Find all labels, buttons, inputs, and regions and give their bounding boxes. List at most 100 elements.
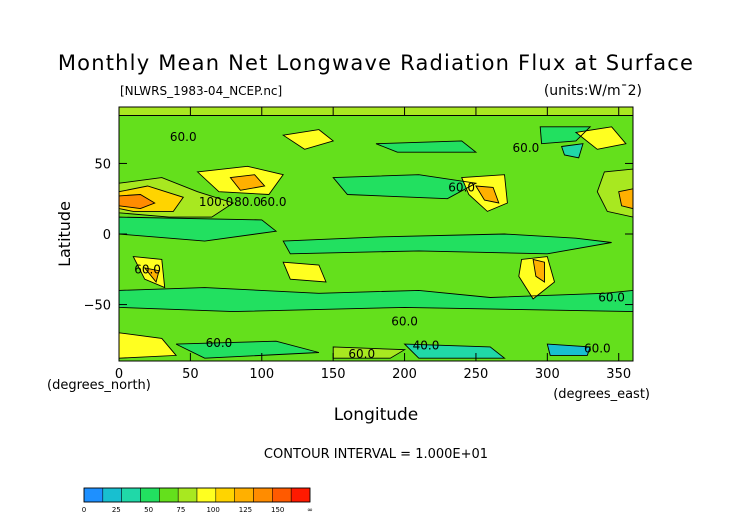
contour-line: [403, 343, 506, 359]
contour-line: [546, 343, 591, 356]
colorbar-label: 125: [239, 506, 252, 514]
colorbar-swatch: [196, 487, 217, 503]
contour-label: 60.0: [598, 291, 625, 305]
field-region: [376, 140, 476, 153]
colorbar-swatch: [253, 487, 273, 503]
field-region: [575, 126, 626, 150]
field-region: [144, 267, 159, 282]
field-region: [533, 259, 545, 282]
contour-line: [119, 216, 278, 242]
contour-line: [461, 174, 508, 212]
contour-label: 60.0: [513, 141, 540, 155]
y-tick-label: −50: [84, 299, 111, 314]
contour-line: [518, 256, 556, 300]
y-tick-label: 0: [103, 228, 111, 243]
colorbar: 0 25 50 75 100 125 150 ∞: [82, 487, 313, 514]
x-axis-label: Longitude: [334, 405, 419, 425]
field-region: [561, 143, 583, 158]
chart-subtitle: [NLWRS_1983-04_NCEP.nc]: [120, 84, 282, 98]
contour-line: [596, 168, 633, 218]
contour-line: [281, 129, 335, 150]
contour-line: [119, 194, 156, 210]
field-region: [119, 332, 177, 359]
contour-label: 60.0: [448, 181, 475, 195]
contour-line: [119, 287, 633, 313]
colorbar-swatch: [159, 487, 179, 503]
x-tick-label: 0: [115, 367, 123, 382]
contour-line: [175, 340, 320, 359]
x-tick-label: 50: [182, 367, 199, 382]
colorbar-swatch: [121, 487, 141, 503]
contour-line: [475, 185, 500, 204]
contour-label: 60.0: [584, 342, 611, 356]
contour-label: 80.0: [234, 195, 261, 209]
contour-line: [132, 256, 166, 289]
field-region: [618, 188, 633, 209]
contour-line: [282, 233, 612, 255]
y-tick-label: 50: [94, 157, 111, 172]
contour-label: 60.0: [260, 195, 287, 209]
y-axis-ticks: 50 0 −50: [84, 157, 633, 314]
contour-line: [375, 140, 478, 153]
field-region: [119, 217, 277, 242]
field-region: [230, 174, 265, 191]
field-region: [547, 344, 591, 356]
contour-interval-label: CONTOUR INTERVAL = 1.000E+01: [264, 447, 488, 462]
field-region: [119, 287, 633, 312]
field-region: [333, 346, 405, 359]
contour-label: 100.0: [199, 195, 233, 209]
field-regions: [119, 107, 633, 361]
contour-line: [560, 143, 584, 159]
colorbar-label: 50: [144, 506, 153, 514]
contour-label: 60.0: [170, 130, 197, 144]
colorbar-label: 0: [82, 506, 86, 514]
contour-lines: [119, 107, 633, 361]
contour-line: [143, 267, 160, 283]
colorbar-label: 100: [206, 506, 219, 514]
contour-line: [332, 174, 478, 200]
chart-title: Monthly Mean Net Longwave Radiation Flux…: [58, 51, 694, 75]
x-tick-label: 350: [606, 367, 631, 382]
field-region: [283, 234, 612, 254]
colorbar-label: 75: [176, 506, 185, 514]
contour-line: [119, 177, 235, 218]
field-region: [540, 126, 591, 144]
contour-line: [119, 185, 185, 212]
contour-line: [196, 165, 284, 195]
y-axis-label: Latitude: [55, 201, 74, 267]
field-region: [475, 186, 499, 203]
colorbar-swatch: [102, 487, 122, 503]
contour-label: 60.0: [348, 347, 375, 361]
x-tick-label: 200: [392, 367, 417, 382]
field-region: [404, 344, 505, 359]
colorbar-swatch: [234, 487, 254, 503]
field-region: [518, 256, 555, 299]
colorbar-swatch: [272, 487, 292, 503]
contour-line: [574, 126, 627, 150]
colorbar-label: ∞: [307, 506, 313, 514]
colorbar-swatch: [83, 487, 104, 503]
colorbar-swatch: [290, 487, 311, 503]
contour-line: [119, 107, 633, 116]
y-axis-unit: (degrees_north): [47, 378, 151, 393]
contour-line: [539, 126, 592, 145]
contour-line: [229, 174, 266, 191]
contour-line: [119, 332, 178, 359]
contour-label: 60.0: [206, 336, 233, 350]
x-tick-label: 250: [464, 367, 489, 382]
colorbar-swatch: [140, 487, 160, 503]
colorbar-swatch: [215, 487, 235, 503]
colorbar-label: 25: [112, 506, 121, 514]
field-region: [283, 262, 326, 282]
field-region: [333, 174, 476, 199]
contour-line: [618, 188, 633, 210]
contour-line: [532, 258, 545, 283]
x-tick-label: 300: [535, 367, 560, 382]
x-axis-ticks: 0 50 100 150 200 250 300 350: [115, 107, 631, 382]
x-axis-unit: (degrees_east): [553, 387, 650, 402]
colorbar-swatch: [177, 487, 198, 503]
units-label: (units:W/m¯2): [544, 83, 642, 99]
